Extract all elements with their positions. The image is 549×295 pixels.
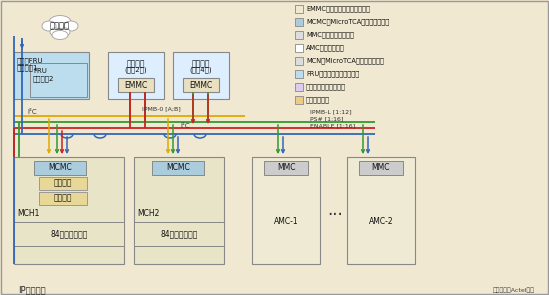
Text: IPMB-0 [A;B]: IPMB-0 [A;B] <box>142 106 181 112</box>
Text: 其他非现场可替代单元: 其他非现场可替代单元 <box>306 84 346 90</box>
Bar <box>14 157 124 264</box>
Text: 信息设备1: 信息设备1 <box>17 64 38 71</box>
Text: EMMC：增强型模块管理控制器: EMMC：增强型模块管理控制器 <box>306 6 370 12</box>
Text: PS# [1:16]: PS# [1:16] <box>310 117 343 122</box>
Ellipse shape <box>64 21 78 31</box>
Bar <box>134 222 224 246</box>
Bar <box>34 161 86 175</box>
Bar <box>173 52 229 99</box>
Text: MCMC: MCMC <box>166 163 190 173</box>
Bar <box>347 157 415 264</box>
Bar <box>359 161 403 175</box>
Bar <box>252 157 320 264</box>
Text: AMC-1: AMC-1 <box>274 217 298 227</box>
Text: EMMC: EMMC <box>125 81 148 89</box>
Text: 84道光纤交换机: 84道光纤交换机 <box>51 230 88 238</box>
Text: MMC: MMC <box>372 163 390 173</box>
Text: MCH2: MCH2 <box>137 209 159 219</box>
Text: MCN：MicroTCA运营商网络中心: MCN：MicroTCA运营商网络中心 <box>306 58 384 64</box>
Bar <box>295 70 303 78</box>
Text: ...: ... <box>327 201 343 219</box>
Bar <box>295 57 303 65</box>
Text: 电源模块: 电源模块 <box>192 59 210 68</box>
Bar <box>183 78 219 92</box>
Text: (高达2个): (高达2个) <box>125 66 147 73</box>
Bar <box>108 52 164 99</box>
Text: EMMC: EMMC <box>189 81 212 89</box>
Bar <box>30 63 87 97</box>
Bar <box>14 222 124 246</box>
Text: MCH1: MCH1 <box>17 209 40 219</box>
Text: FRU：其他现场可替代单元: FRU：其他现场可替代单元 <box>306 71 359 77</box>
Bar <box>295 83 303 91</box>
Text: 84道光纤交换机: 84道光纤交换机 <box>160 230 198 238</box>
Bar <box>295 5 303 13</box>
Text: AMC-2: AMC-2 <box>369 217 393 227</box>
Bar <box>152 161 204 175</box>
Text: AMC：先进夹层卡: AMC：先进夹层卡 <box>306 45 345 51</box>
Text: 远程监视: 远程监视 <box>50 22 70 30</box>
Bar <box>39 192 87 205</box>
Text: I²C: I²C <box>180 123 189 129</box>
Text: FRU: FRU <box>33 68 47 74</box>
Bar <box>295 44 303 52</box>
Bar <box>134 157 224 264</box>
Ellipse shape <box>50 28 60 36</box>
Text: ENABLE [1:16]: ENABLE [1:16] <box>310 124 355 129</box>
Text: MMC: MMC <box>277 163 295 173</box>
Text: MCMC：MicroTCA载波管理控制器: MCMC：MicroTCA载波管理控制器 <box>306 19 389 25</box>
Text: MMC：模块管理控制器: MMC：模块管理控制器 <box>306 32 354 38</box>
Text: IP能力传输: IP能力传输 <box>18 286 46 294</box>
Ellipse shape <box>52 30 68 40</box>
Ellipse shape <box>42 21 56 31</box>
Text: I²C: I²C <box>27 109 37 115</box>
Bar <box>295 31 303 39</box>
Ellipse shape <box>49 16 71 29</box>
Bar <box>118 78 154 92</box>
Text: 信息设备2: 信息设备2 <box>33 75 54 82</box>
Text: MCMC: MCMC <box>48 163 72 173</box>
Text: 冷却单元: 冷却单元 <box>127 59 145 68</box>
Bar <box>295 18 303 26</box>
Bar <box>295 96 303 104</box>
Bar <box>14 52 89 99</box>
Ellipse shape <box>60 28 70 36</box>
Text: 资料来源：Actel公司: 资料来源：Actel公司 <box>493 287 535 293</box>
Text: 运输管理: 运输管理 <box>54 178 72 188</box>
Text: 机架管理: 机架管理 <box>54 194 72 202</box>
Text: (高达4个): (高达4个) <box>190 66 212 73</box>
Text: 逻辑管理功能: 逻辑管理功能 <box>306 97 330 103</box>
Text: IPMB-L [1:12]: IPMB-L [1:12] <box>310 109 351 114</box>
Text: 运营商FRU: 运营商FRU <box>17 57 43 64</box>
Bar <box>264 161 308 175</box>
Bar <box>39 177 87 190</box>
